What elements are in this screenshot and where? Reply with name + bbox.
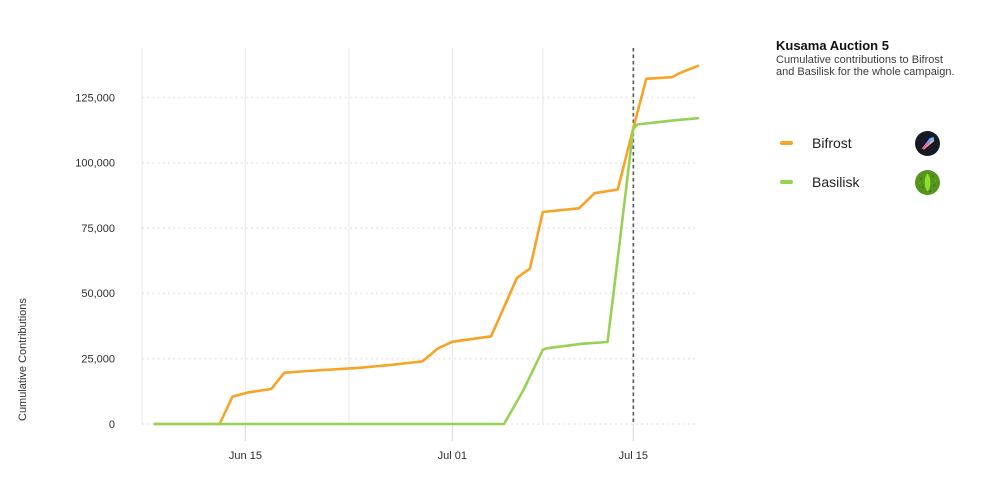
basilisk-line xyxy=(153,116,700,426)
y-tick-label: 50,000 xyxy=(81,288,115,300)
legend: Bifrost xyxy=(780,130,940,208)
y-tick-label: 125,000 xyxy=(75,92,115,104)
chart-subtitle: Cumulative contributions to Bifrost and … xyxy=(776,54,955,78)
y-tick-label: 0 xyxy=(109,419,115,431)
x-tick-label: Jun 15 xyxy=(229,450,262,462)
y-tick-label: 75,000 xyxy=(81,223,115,235)
bifrost-logo-icon xyxy=(915,130,940,156)
chart-header: Kusama Auction 5 Cumulative contribution… xyxy=(776,39,972,78)
y-tick-label: 100,000 xyxy=(75,158,115,170)
legend-item-bifrost[interactable]: Bifrost xyxy=(780,130,940,156)
y-tick-label: 25,000 xyxy=(81,354,115,366)
x-tick-label: Jul 01 xyxy=(438,450,467,462)
chart-title: Kusama Auction 5 xyxy=(776,38,889,53)
cumulative-contributions-line-chart: 0 25,000 50,000 75,000 100,000 125,000 Jun 15 J… xyxy=(17,48,700,462)
legend-label-bifrost: Bifrost xyxy=(812,135,852,151)
bifrost-line xyxy=(153,64,700,426)
legend-label-basilisk: Basilisk xyxy=(812,174,860,190)
basilisk-logo-icon xyxy=(915,169,940,195)
y-axis-title: Cumulative Contributions xyxy=(17,298,29,421)
legend-item-basilisk[interactable]: Basilisk xyxy=(780,169,940,195)
x-tick-label: Jul 15 xyxy=(619,450,648,462)
basilisk-line-swatch xyxy=(780,180,793,184)
bifrost-line-swatch xyxy=(780,141,793,145)
